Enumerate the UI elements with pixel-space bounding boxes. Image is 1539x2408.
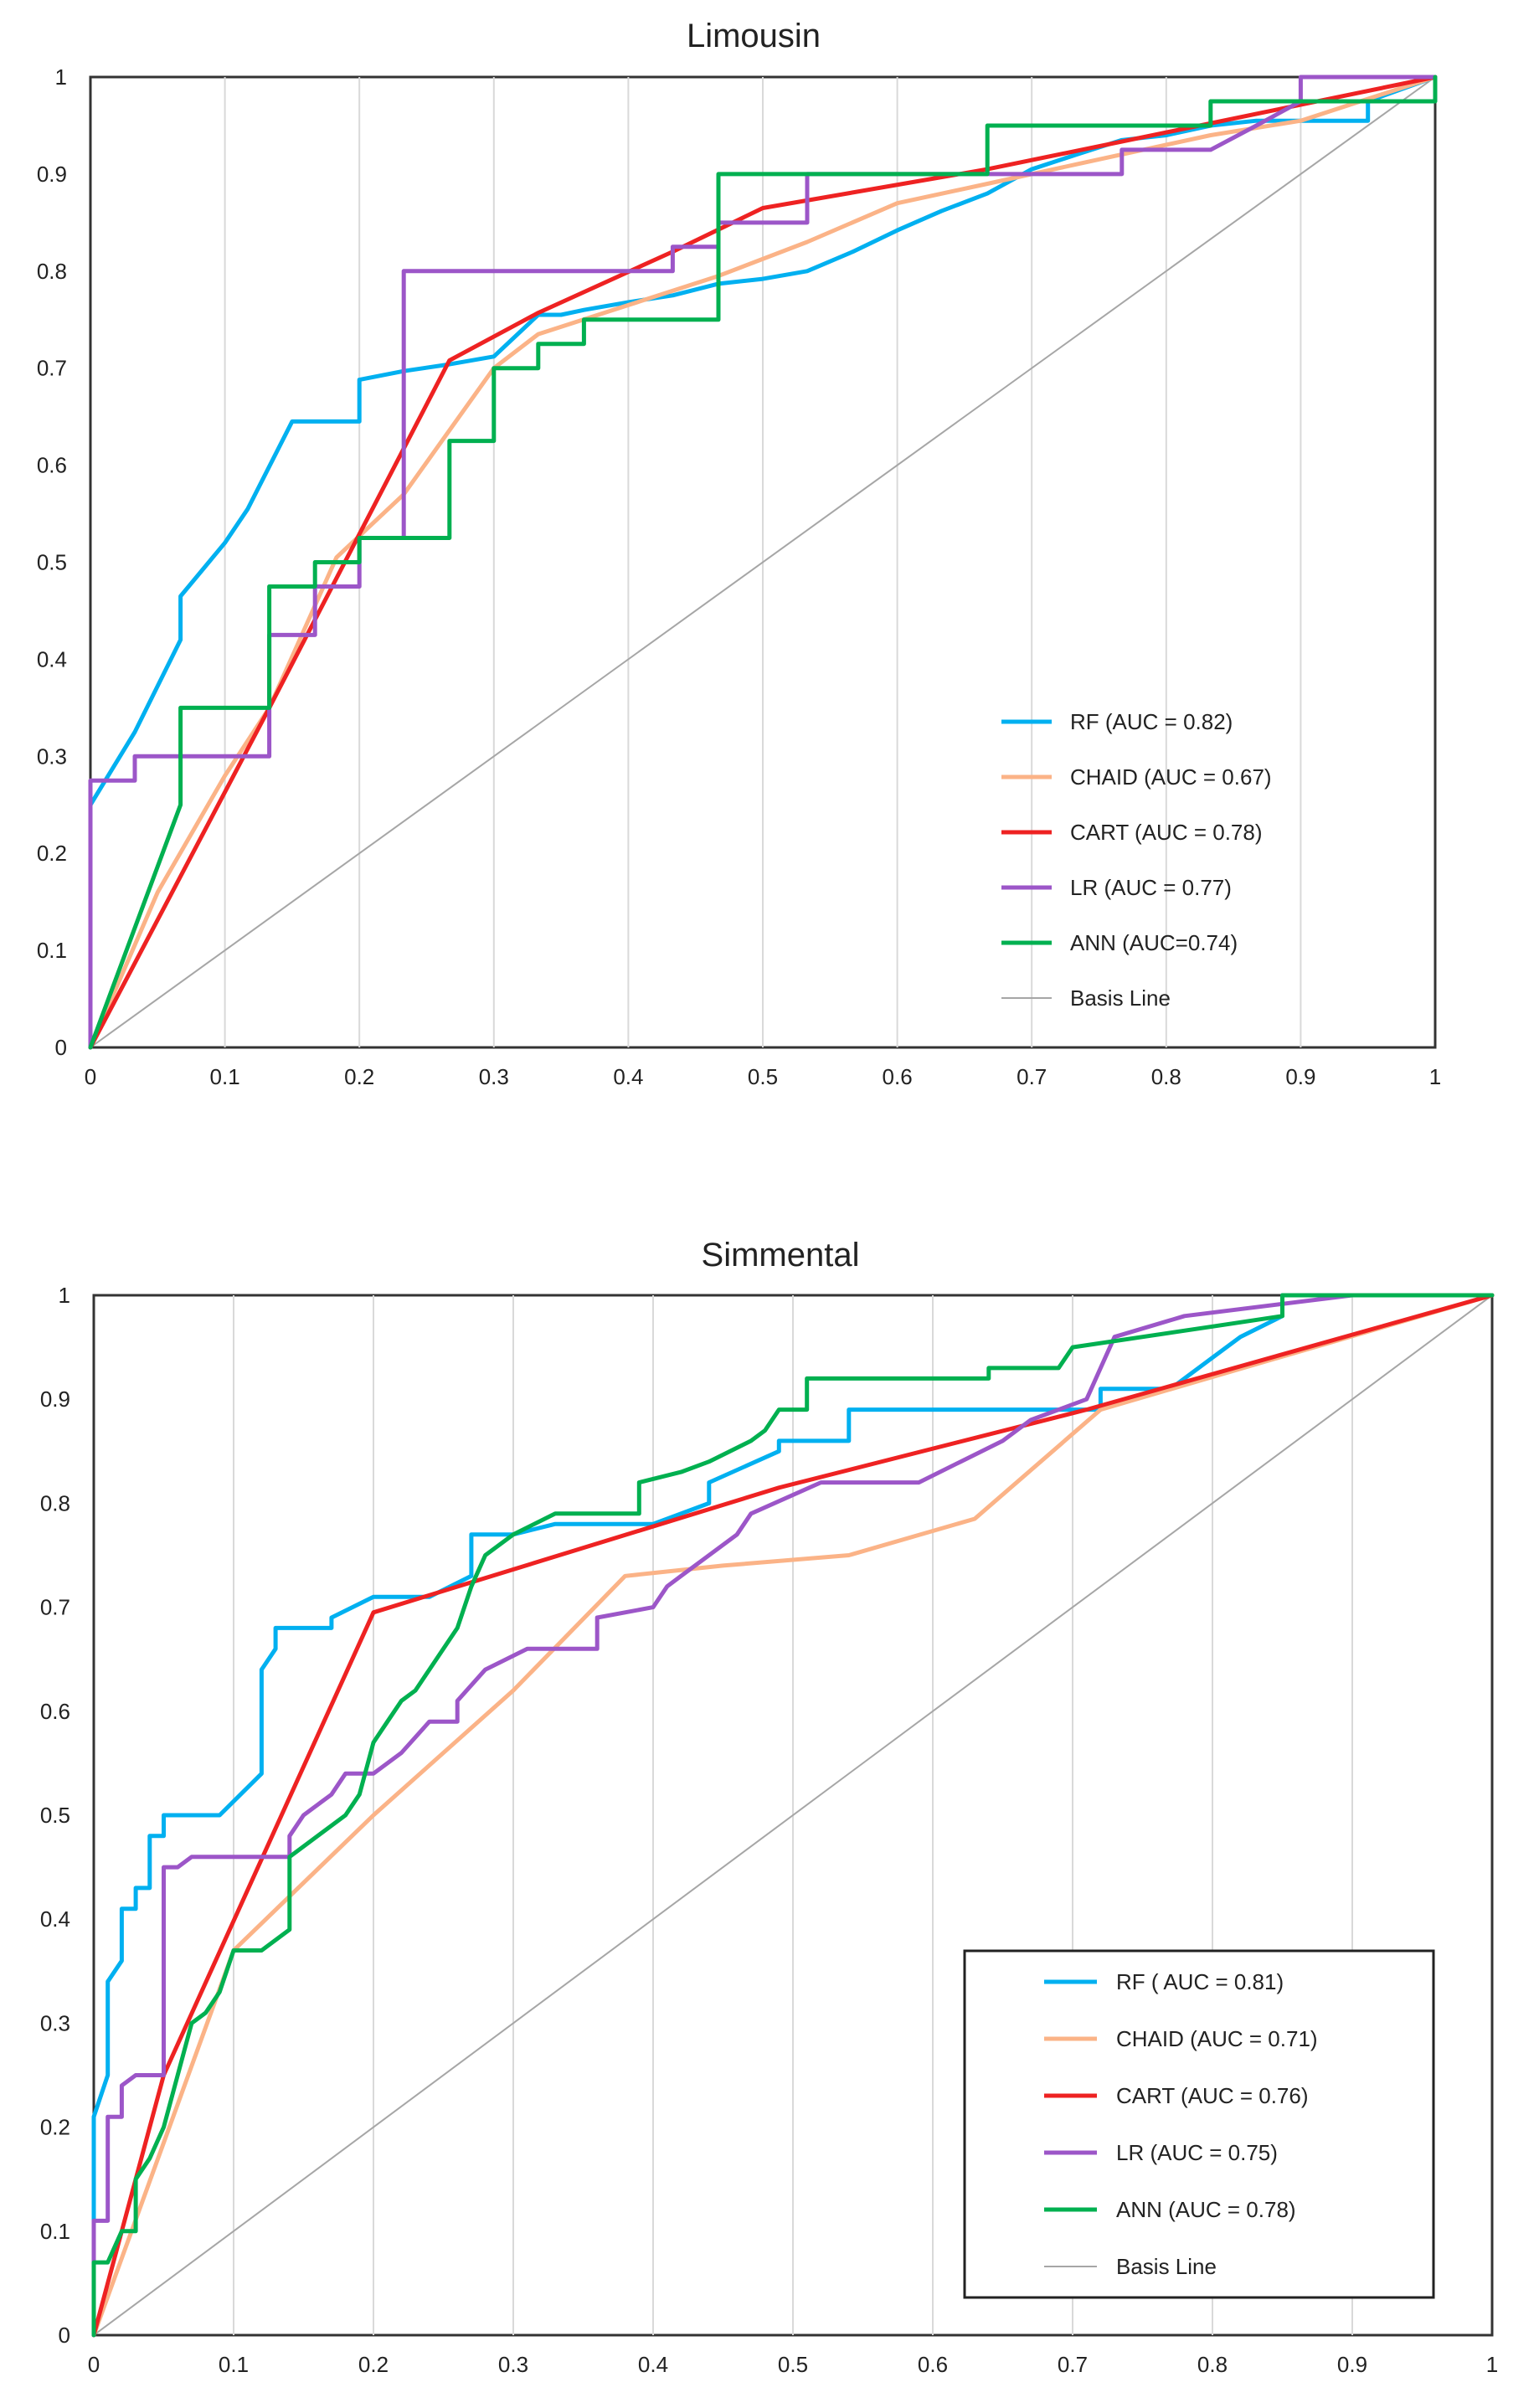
legend-item: CHAID (AUC = 0.71) [1044,2026,1318,2051]
y-axis-ticks: 0 0.1 0.2 0.3 0.4 0.5 0.6 0.7 0.8 0.9 1 [40,1283,70,2348]
y-tick-label: 0.8 [40,1490,70,1515]
legend-item: Basis Line [1001,985,1171,1011]
x-tick-label: 0 [88,2352,100,2377]
x-tick-label: 0.5 [748,1064,778,1089]
legend-item: LR (AUC = 0.77) [1001,875,1232,900]
y-tick-label: 0.7 [40,1595,70,1620]
x-tick-label: 0.8 [1151,1064,1181,1089]
y-tick-label: 0.9 [40,1387,70,1412]
x-tick-label: 0.7 [1017,1064,1047,1089]
y-tick-label: 0.3 [40,2010,70,2035]
x-tick-label: 0.1 [210,1064,240,1089]
x-tick-label: 0.8 [1197,2352,1228,2377]
x-tick-label: 0.2 [344,1064,374,1089]
legend-item: RF (AUC = 0.82) [1001,709,1233,734]
x-tick-label: 0.3 [479,1064,509,1089]
series-lines [91,1293,1495,2338]
series-lines [88,75,1438,1050]
x-tick-label: 0.9 [1337,2352,1367,2377]
y-tick-label: 0.6 [37,453,67,478]
y-tick-label: 0.2 [40,2115,70,2140]
legend: RF ( AUC = 0.81) CHAID (AUC = 0.71) CART (… [963,1949,1435,2299]
series-line-lr [91,1293,1355,2338]
y-tick-label: 0.1 [40,2219,70,2244]
legend-label: Basis Line [1116,2254,1217,2279]
x-tick-label: 0.7 [1058,2352,1088,2377]
y-tick-label: 0.2 [37,841,67,866]
legend-label: LR (AUC = 0.75) [1116,2140,1278,2165]
simmental-roc-chart: Simmental 0 0.1 0.2 0.3 0.4 0.5 0.6 0.7 0.8 0.9 1 … [40,1237,1498,2377]
legend-label: CHAID (AUC = 0.71) [1116,2026,1318,2051]
chart-title: Simmental [702,1237,860,1273]
legend-item: CART (AUC = 0.78) [1001,820,1263,845]
y-tick-label: 1 [59,1283,70,1308]
legend-label: LR (AUC = 0.77) [1070,875,1232,900]
x-tick-label: 0.3 [498,2352,528,2377]
x-tick-label: 0.4 [638,2352,668,2377]
y-tick-label: 1 [55,64,67,90]
y-tick-label: 0.3 [37,743,67,769]
limousin-roc-chart: Limousin 0 0.1 0.2 0.3 0.4 0.5 0.6 0.7 0.8 0.9 1 0… [37,18,1441,1089]
series-line-basis [93,1294,1493,2336]
legend-item: ANN (AUC=0.74) [1001,930,1238,955]
legend-label: ANN (AUC=0.74) [1070,930,1238,955]
x-tick-label: 0.4 [613,1064,643,1089]
legend-item: RF ( AUC = 0.81) [1044,1969,1284,1994]
x-tick-label: 0 [85,1064,96,1089]
y-tick-label: 0.5 [40,1803,70,1828]
y-tick-label: 0.7 [37,356,67,381]
series-line-basis [90,76,1436,1048]
series-line-lr [88,75,1438,1050]
chart-title: Limousin [687,18,821,54]
x-tick-label: 0.2 [358,2352,389,2377]
x-tick-label: 1 [1486,2352,1498,2377]
x-axis-ticks: 0 0.1 0.2 0.3 0.4 0.5 0.6 0.7 0.8 0.9 1 [85,1064,1441,1089]
x-tick-label: 1 [1429,1064,1441,1089]
x-tick-label: 0.1 [219,2352,249,2377]
legend-item: LR (AUC = 0.75) [1044,2140,1278,2165]
legend-item: ANN (AUC = 0.78) [1044,2197,1296,2222]
y-tick-label: 0.5 [37,550,67,575]
y-tick-label: 0.4 [37,646,67,671]
y-axis-ticks: 0 0.1 0.2 0.3 0.4 0.5 0.6 0.7 0.8 0.9 1 [37,64,67,1060]
legend-label: RF ( AUC = 0.81) [1116,1969,1284,1994]
y-tick-label: 0.4 [40,1906,70,1932]
y-tick-label: 0 [59,2323,70,2348]
x-tick-label: 0.5 [778,2352,808,2377]
legend-label: CHAID (AUC = 0.67) [1070,764,1272,790]
x-tick-label: 0.9 [1285,1064,1315,1089]
legend: RF (AUC = 0.82) CHAID (AUC = 0.67) CART (A… [1001,709,1272,1011]
legend-box [963,1949,1435,2299]
legend-item: CHAID (AUC = 0.67) [1001,764,1272,790]
series-line-ann [91,1293,1495,2338]
series-line-ann [88,75,1438,1050]
y-tick-label: 0.9 [37,162,67,187]
x-tick-label: 0.6 [883,1064,913,1089]
y-tick-label: 0.6 [40,1699,70,1724]
y-tick-label: 0 [55,1035,67,1060]
series-line-chaid [91,1293,1495,2338]
legend-label: Basis Line [1070,985,1171,1011]
x-axis-ticks: 0 0.1 0.2 0.3 0.4 0.5 0.6 0.7 0.8 0.9 1 [88,2352,1498,2377]
x-tick-label: 0.6 [918,2352,948,2377]
legend-label: CART (AUC = 0.78) [1070,820,1263,845]
legend-label: CART (AUC = 0.76) [1116,2083,1309,2108]
legend-label: ANN (AUC = 0.78) [1116,2197,1296,2222]
legend-item: Basis Line [1044,2254,1217,2279]
legend-label: RF (AUC = 0.82) [1070,709,1233,734]
legend-item: CART (AUC = 0.76) [1044,2083,1309,2108]
series-line-cart [91,1293,1495,2338]
y-tick-label: 0.8 [37,259,67,284]
y-tick-label: 0.1 [37,938,67,963]
